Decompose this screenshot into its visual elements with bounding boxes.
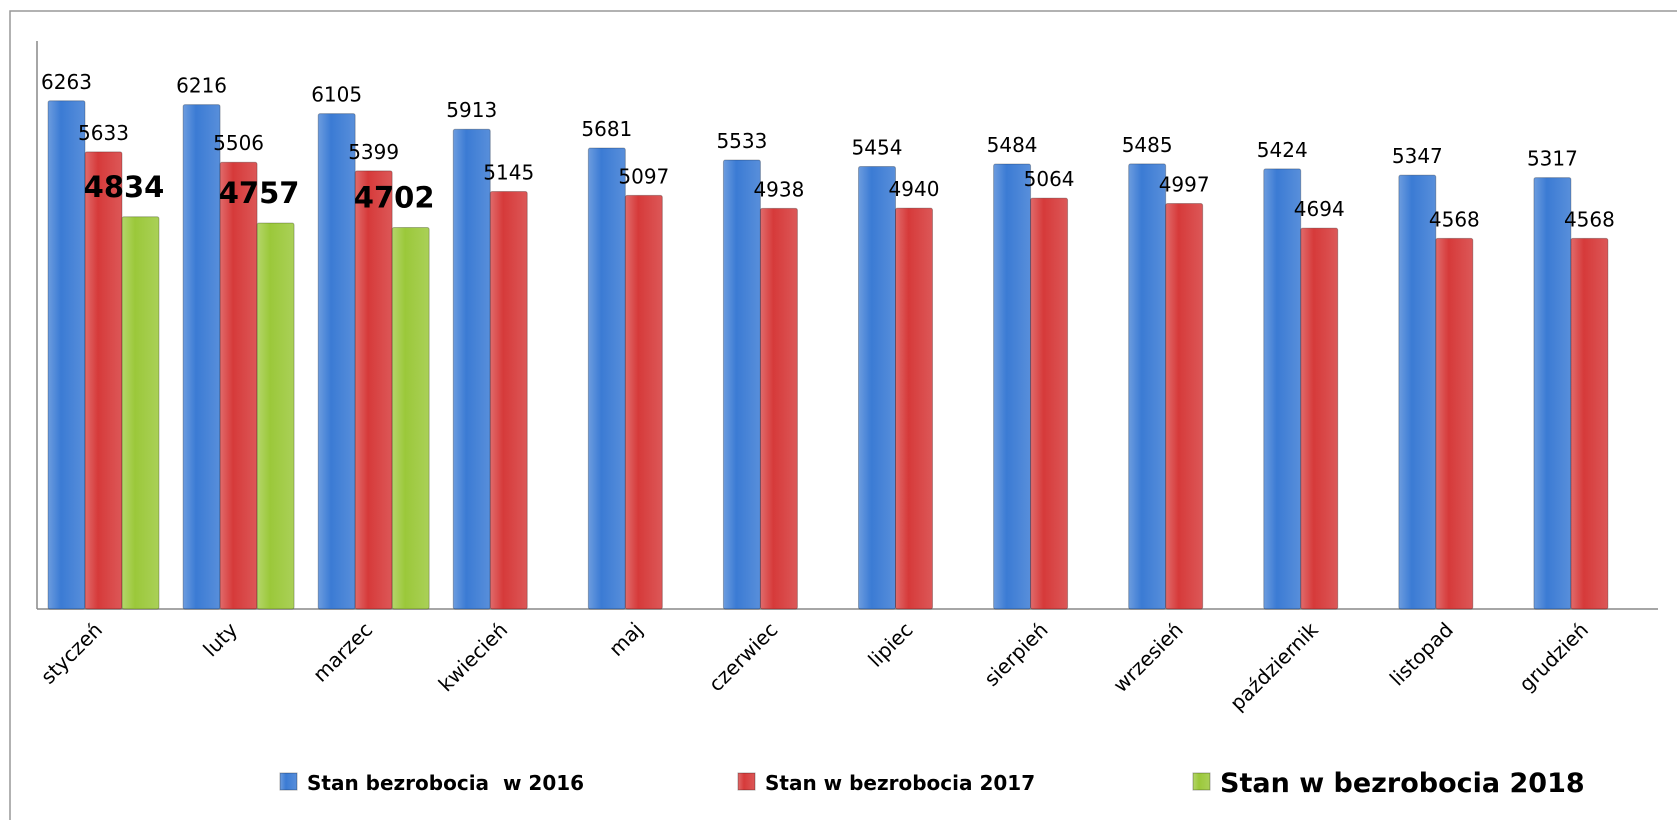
data-label: 5681 [581, 117, 632, 141]
x-tick-label: listopad [1385, 618, 1458, 691]
data-label: 4940 [889, 177, 940, 201]
bar [1128, 163, 1167, 610]
x-tick-label: czerwiec [704, 618, 783, 697]
bar [895, 207, 933, 610]
data-label: 4568 [1564, 207, 1615, 231]
x-tick-label: wrzesień [1108, 618, 1187, 697]
legend-swatch [737, 772, 756, 791]
bar [1030, 197, 1069, 610]
x-tick-label: marzec [308, 618, 377, 687]
legend-label: Stan w bezrobocia 2017 [765, 771, 1035, 795]
data-label: 5506 [213, 131, 264, 155]
x-tick-label: grudzień [1514, 618, 1593, 697]
bar [391, 226, 430, 610]
legend-label: Stan bezrobocia w 2016 [307, 771, 584, 795]
data-label: 4694 [1294, 197, 1345, 221]
data-label: 5064 [1024, 167, 1075, 191]
data-label: 5533 [716, 129, 767, 153]
bar [182, 104, 221, 610]
bar [993, 163, 1032, 610]
data-label: 5485 [1122, 133, 1173, 157]
bar [1165, 203, 1204, 610]
bar [1398, 174, 1437, 610]
data-label: 4834 [84, 170, 165, 204]
data-label: 5633 [78, 121, 129, 145]
data-label: 4938 [753, 177, 804, 201]
bar [452, 128, 491, 610]
x-tick-label: maj [604, 618, 647, 661]
data-label: 5454 [852, 135, 903, 159]
bar [1435, 237, 1474, 610]
bar [219, 161, 258, 610]
data-label: 5347 [1392, 144, 1443, 168]
data-label: 6263 [41, 70, 92, 94]
legend-label: Stan w bezrobocia 2018 [1220, 768, 1585, 799]
bar [1533, 177, 1572, 610]
bar [489, 191, 528, 610]
bar [1300, 227, 1339, 610]
bar [759, 207, 798, 610]
legend-swatch [279, 772, 298, 791]
bar [587, 147, 626, 610]
x-tick-label: lipiec [863, 618, 917, 672]
bar [317, 113, 356, 610]
data-label: 5145 [483, 161, 534, 185]
bar [354, 170, 393, 610]
x-tick-label: sierpień [979, 618, 1052, 691]
data-label: 6105 [311, 83, 362, 107]
data-label: 6216 [176, 74, 227, 98]
bar [256, 222, 295, 610]
data-label: 5484 [987, 133, 1038, 157]
bar [858, 165, 896, 610]
x-tick-label: październik [1225, 617, 1323, 715]
data-label: 4757 [219, 176, 300, 210]
bar [47, 100, 86, 610]
legend-swatch [1192, 772, 1211, 791]
data-label: 5097 [618, 164, 669, 188]
bar [1263, 168, 1302, 610]
data-label: 4997 [1159, 173, 1210, 197]
x-tick-label: kwiecień [434, 618, 513, 697]
bar [624, 194, 663, 610]
data-label: 4702 [354, 180, 435, 214]
bar [722, 159, 761, 610]
frame [9, 10, 1677, 820]
data-label: 5913 [446, 98, 497, 122]
bar [84, 151, 123, 610]
bar [121, 216, 160, 610]
data-label: 5424 [1257, 138, 1308, 162]
x-tick-label: luty [198, 617, 242, 661]
data-label: 5399 [348, 140, 399, 164]
x-tick-label: styczeń [36, 618, 107, 689]
data-label: 5317 [1527, 147, 1578, 171]
data-label: 4568 [1429, 207, 1480, 231]
bar [1570, 237, 1609, 610]
